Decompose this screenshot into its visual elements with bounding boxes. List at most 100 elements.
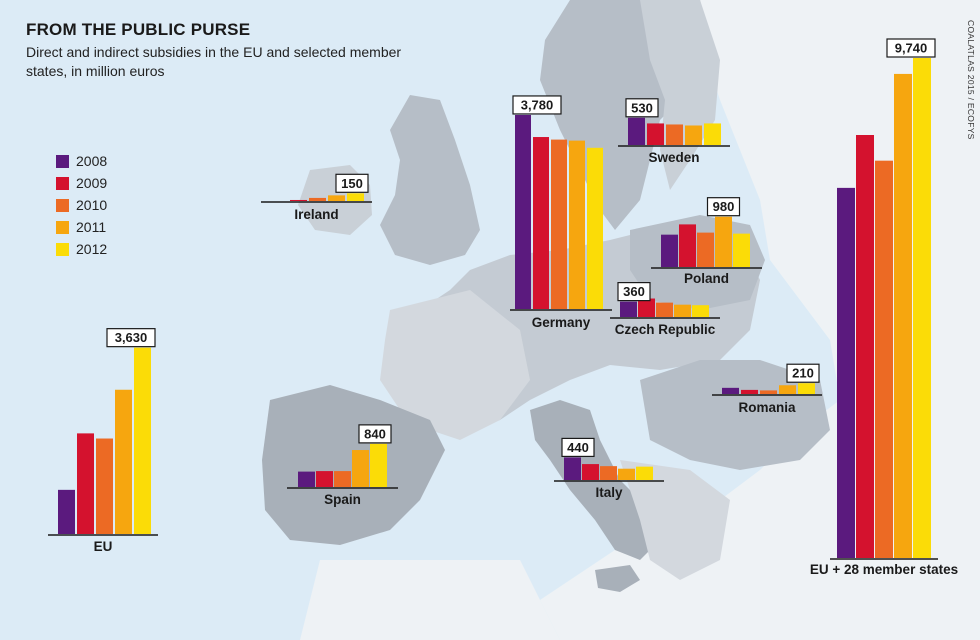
region-label-czech-republic: Czech Republic	[615, 322, 716, 337]
bar-sweden-2009	[647, 123, 664, 145]
data-label-sweden: 530	[631, 100, 653, 115]
legend-item-2008: 2008	[56, 150, 107, 172]
region-label-eu: EU	[94, 539, 113, 554]
chart-germany: Germany 3,780	[510, 95, 612, 330]
bar-czech-republic-2010	[656, 302, 673, 317]
legend-label: 2012	[76, 241, 108, 257]
bar-spain-2011	[352, 450, 369, 487]
legend-swatch-2009	[56, 176, 69, 190]
bar-poland-2008	[661, 234, 678, 267]
data-label-box-czech-republic	[617, 281, 651, 302]
bar-czech-republic-2012	[692, 305, 709, 317]
bar-sweden-2008	[628, 117, 645, 145]
bar-eu-28-member-states-2010	[875, 160, 893, 558]
bar-czech-republic-2008	[620, 301, 637, 317]
legend-label: 2011	[76, 219, 107, 235]
legend-label: 2010	[76, 197, 108, 213]
legend-item-2012: 2012	[56, 238, 107, 260]
legend-swatch-2012	[56, 242, 69, 256]
chart-romania: Romania 210	[712, 363, 822, 415]
chart-subtitle: Direct and indirect subsidies in the EU …	[26, 44, 402, 79]
chart-poland: Poland 980	[651, 197, 762, 286]
bar-ireland-2011	[328, 195, 345, 201]
bar-germany-2008	[515, 114, 531, 309]
bar-eu-2011	[115, 389, 132, 534]
chart-spain: Spain 840	[287, 424, 398, 507]
bar-eu-28-member-states-2009	[856, 135, 874, 558]
data-label-spain: 840	[364, 426, 386, 441]
bar-romania-2010	[760, 390, 777, 394]
data-label-eu-28-member-states: 9,740	[895, 41, 928, 56]
data-label-box-romania	[786, 363, 820, 383]
chart-italy: Italy 440	[554, 437, 664, 500]
bar-spain-2012	[370, 443, 387, 487]
data-label-czech-republic: 360	[623, 284, 645, 299]
bar-eu-28-member-states-2011	[894, 73, 912, 558]
bar-poland-2012	[733, 233, 750, 267]
bar-eu-2008	[58, 489, 75, 534]
chart-czech-republic: Czech Republic 360	[610, 281, 720, 337]
region-label-spain: Spain	[324, 492, 361, 507]
region-label-poland: Poland	[684, 271, 729, 286]
data-label-eu: 3,630	[115, 330, 148, 345]
bar-spain-2008	[298, 471, 315, 487]
region-label-germany: Germany	[532, 315, 591, 330]
bar-ireland-2010	[309, 197, 326, 201]
bar-sweden-2010	[666, 124, 683, 145]
legend: 2008 2009 2010 2011 2012	[56, 150, 107, 260]
data-label-box-sweden	[625, 98, 659, 118]
data-label-box-germany	[512, 95, 562, 115]
data-label-box-eu-28-member-states	[886, 38, 936, 58]
bar-poland-2010	[697, 232, 714, 267]
chart-eu-28-member-states: EU + 28 member states 9,740	[810, 38, 958, 577]
bar-romania-2009	[741, 389, 758, 394]
bar-italy-2008	[564, 457, 581, 480]
bar-eu-28-member-states-2008	[837, 187, 855, 558]
bar-italy-2010	[600, 466, 617, 480]
region-label-ireland: Ireland	[294, 207, 338, 222]
bar-poland-2009	[679, 224, 696, 267]
region-label-romania: Romania	[738, 400, 796, 415]
legend-item-2009: 2009	[56, 172, 107, 194]
legend-item-2011: 2011	[56, 216, 107, 238]
data-label-poland: 980	[713, 199, 735, 214]
data-label-box-ireland	[335, 173, 369, 193]
bar-romania-2008	[722, 387, 739, 394]
data-label-box-poland	[706, 197, 741, 217]
bar-ireland-2012	[347, 193, 364, 201]
legend-label: 2008	[76, 153, 108, 169]
bar-poland-2011	[715, 216, 732, 267]
chart-sweden: Sweden 530	[618, 98, 730, 165]
bar-italy-2012	[636, 466, 653, 480]
chart-title: FROM THE PUBLIC PURSE	[26, 20, 251, 39]
bar-eu-28-member-states-2012	[913, 58, 931, 558]
data-label-ireland: 150	[341, 176, 363, 191]
legend-swatch-2008	[56, 154, 69, 168]
legend-item-2010: 2010	[56, 194, 107, 216]
bar-germany-2009	[533, 137, 549, 309]
legend-swatch-2011	[56, 220, 69, 234]
region-label-sweden: Sweden	[648, 150, 699, 165]
data-label-box-eu	[106, 328, 156, 348]
bar-germany-2012	[587, 147, 603, 309]
bar-eu-2012	[134, 347, 151, 534]
data-label-italy: 440	[567, 440, 589, 455]
bar-eu-2009	[77, 433, 94, 534]
bar-romania-2011	[779, 385, 796, 394]
bar-italy-2011	[618, 468, 635, 480]
bar-sweden-2012	[704, 123, 721, 145]
region-label-eu-28-member-states: EU + 28 member states	[810, 562, 958, 577]
data-label-box-italy	[561, 437, 595, 458]
bar-germany-2010	[551, 139, 567, 309]
bar-czech-republic-2009	[638, 298, 655, 317]
chart-ireland: Ireland 150	[261, 173, 372, 222]
region-label-italy: Italy	[595, 485, 623, 500]
legend-swatch-2010	[56, 198, 69, 212]
bar-ireland-2009	[290, 199, 307, 201]
bar-eu-2010	[96, 438, 113, 534]
bar-czech-republic-2011	[674, 304, 691, 317]
bar-italy-2009	[582, 464, 599, 480]
chart-eu: EU 3,630	[48, 328, 158, 554]
